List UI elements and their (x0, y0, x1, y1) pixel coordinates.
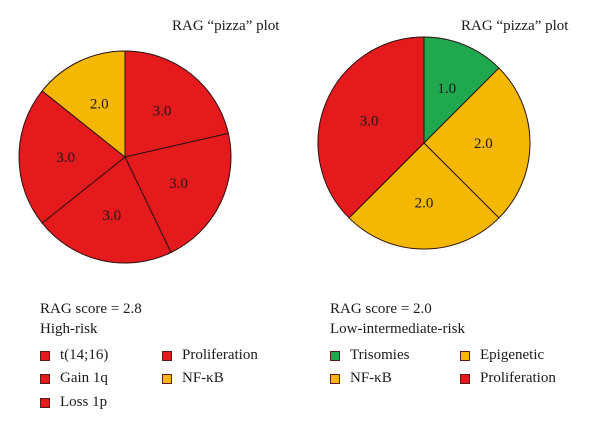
legend-label: Epigenetic (480, 347, 545, 363)
legend-label: NF-κB (350, 370, 392, 386)
left-risk-level: High-risk (40, 321, 98, 337)
legend-entry: t(14;16) (40, 347, 108, 364)
legend-swatch (460, 350, 470, 361)
slice-value-label: 3.0 (153, 104, 172, 120)
left-score-block: RAG score = 2.8 High-risk (40, 299, 142, 339)
slice-value-label: 2.0 (415, 195, 434, 211)
slice-value-label: 1.0 (437, 81, 456, 97)
legend-entry: NF-κB (162, 370, 224, 387)
pie-slice (423, 67, 531, 219)
legend-entry: Proliferation (162, 347, 258, 364)
legend-entry: Trisomies (330, 347, 409, 364)
pie-slice (317, 36, 425, 219)
pie-slice (41, 156, 172, 264)
legend-swatch (330, 373, 340, 384)
pie-slice (124, 50, 229, 158)
legend-entry: Epigenetic (460, 347, 544, 364)
right-rag-score: RAG score = 2.0 (330, 301, 432, 317)
slice-value-label: 3.0 (360, 113, 379, 129)
legend-label: Gain 1q (60, 370, 108, 386)
legend-label: NF-κB (182, 370, 224, 386)
pie-slice (423, 36, 500, 145)
legend-label: Trisomies (350, 347, 410, 363)
pie-slice (41, 50, 126, 159)
legend-swatch (460, 373, 470, 384)
legend-entry: Gain 1q (40, 370, 108, 387)
legend-label: t(14;16) (60, 347, 109, 363)
slice-value-label: 3.0 (102, 208, 121, 224)
slice-value-label: 3.0 (169, 176, 188, 192)
right-risk-level: Low-intermediate-risk (330, 321, 465, 337)
left-pie-chart: 3.0 3.0 3.0 3.0 2.0 (18, 50, 232, 264)
right-chart-title: RAG “pizza” plot (461, 18, 569, 34)
slice-value-label: 2.0 (90, 97, 109, 113)
legend-entry: Loss 1p (40, 394, 107, 411)
legend-swatch (162, 350, 172, 361)
slice-value-label: 3.0 (56, 150, 75, 166)
right-pie-chart: 1.0 2.0 2.0 3.0 (317, 36, 531, 250)
legend-swatch (330, 350, 340, 361)
legend-swatch (40, 397, 50, 408)
pie-charts: 3.0 3.0 3.0 3.0 2.0 1.0 2.0 2.0 3.0 (18, 36, 531, 264)
legend-entry: Proliferation (460, 370, 556, 387)
right-score-block: RAG score = 2.0 Low-intermediate-risk (330, 299, 465, 339)
legend-label: Proliferation (480, 370, 556, 386)
legend-swatch (40, 350, 50, 361)
slice-value-label: 2.0 (474, 136, 493, 152)
pie-slice (124, 132, 232, 254)
pie-slice (348, 142, 500, 250)
pie-slice (18, 90, 126, 224)
legend-swatch (40, 373, 50, 384)
legend-label: Loss 1p (60, 394, 108, 410)
left-rag-score: RAG score = 2.8 (40, 301, 142, 317)
legend-label: Proliferation (182, 347, 258, 363)
legend-entry: NF-κB (330, 370, 392, 387)
legend-swatch (162, 373, 172, 384)
left-chart-title: RAG “pizza” plot (172, 18, 280, 34)
